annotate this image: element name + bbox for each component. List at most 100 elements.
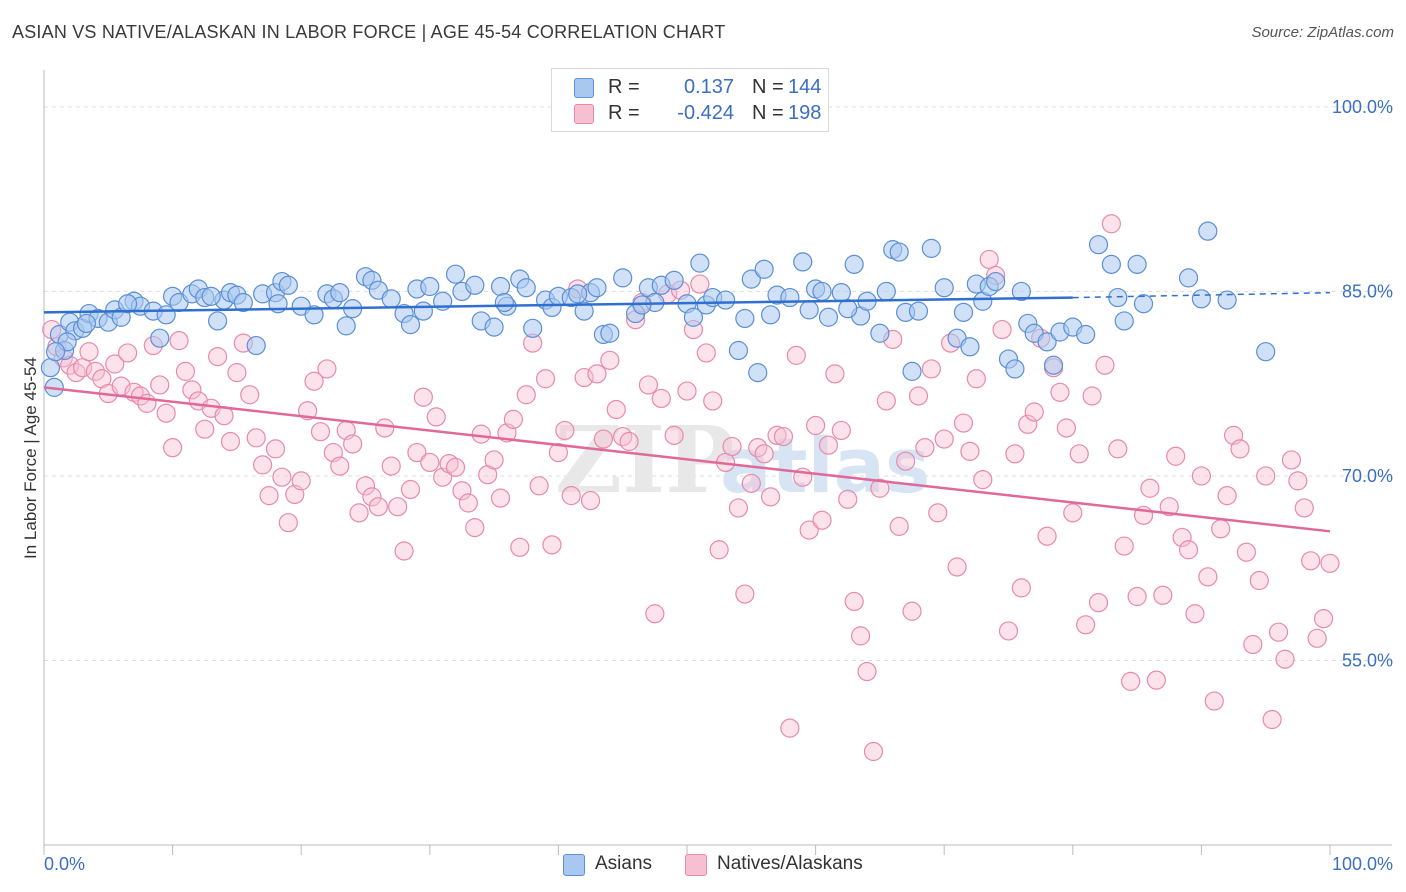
asian-point (420, 276, 440, 297)
native-point (79, 342, 99, 362)
native-point (246, 428, 266, 448)
native-point (574, 367, 594, 388)
native-point (484, 450, 504, 470)
native-point (1256, 466, 1276, 486)
native-point (1243, 634, 1263, 655)
native-point (1178, 540, 1199, 560)
native-point (760, 487, 781, 507)
native-point (1082, 386, 1102, 406)
native-point (735, 584, 755, 604)
native-point (317, 359, 337, 379)
native-point (529, 476, 549, 496)
native-point (1249, 570, 1269, 591)
native-point (838, 489, 858, 509)
source-credit: Source: ZipAtlas.com (1251, 24, 1394, 41)
y-tick-label: 85.0% (1342, 281, 1393, 301)
native-point (175, 361, 196, 381)
asian-point (1037, 332, 1057, 352)
native-swatch (574, 104, 594, 124)
asian-point (870, 323, 890, 343)
asian-point (381, 289, 401, 309)
native-point (908, 386, 929, 406)
native-point (619, 431, 639, 452)
asian-point (208, 311, 228, 331)
asian-point (902, 361, 922, 381)
native-point (253, 455, 273, 475)
r-value: 0.137 (683, 76, 734, 98)
native-point (889, 516, 909, 536)
asian-point (1088, 235, 1109, 255)
native-point (1172, 527, 1192, 548)
native-point (979, 249, 999, 270)
native-point (799, 520, 819, 540)
asian-point (304, 305, 324, 325)
asian-point (876, 281, 896, 302)
asian-point (1011, 281, 1031, 302)
native-point (915, 438, 935, 458)
native-point (786, 345, 806, 365)
asian-swatch (574, 78, 594, 98)
native-point (1140, 478, 1160, 498)
asian-point (838, 299, 858, 319)
native-point (208, 347, 228, 367)
native-point (1153, 585, 1173, 605)
y-tick-label: 55.0% (1342, 650, 1393, 670)
native-point (1011, 578, 1031, 598)
native-point (1037, 526, 1057, 546)
native-point (690, 274, 710, 294)
native-point (1127, 586, 1147, 607)
y-tick-label: 70.0% (1342, 466, 1393, 486)
native-point (722, 436, 742, 457)
native-point (921, 359, 941, 379)
native-point (1191, 466, 1212, 486)
native-point (1230, 439, 1250, 459)
asian-point (494, 292, 514, 313)
watermark-atlas: atlas (720, 421, 930, 510)
asian-point (330, 283, 350, 303)
native-point (613, 426, 633, 447)
native-point (1166, 446, 1186, 466)
native-point (754, 444, 774, 464)
asian-trend-line (43, 296, 1073, 314)
asian-point (728, 340, 749, 361)
native-point (863, 741, 884, 762)
n-label: N = (752, 102, 784, 124)
native-point (1146, 670, 1166, 690)
n-value: 144 (788, 76, 822, 98)
native-point (812, 510, 832, 530)
native-point (1217, 486, 1237, 506)
native-point (542, 535, 562, 555)
native-point (1281, 450, 1302, 470)
grid-lines (44, 106, 1392, 661)
native-point (220, 431, 241, 452)
asian-point (45, 342, 66, 362)
native-point (773, 426, 794, 447)
native-point (1095, 355, 1115, 375)
asian-point (568, 284, 588, 304)
asian-point (908, 301, 929, 321)
asian-point (400, 315, 421, 335)
native-point (651, 388, 671, 409)
n-label: N = (752, 76, 784, 98)
native-point (445, 457, 466, 477)
native-point (420, 452, 440, 473)
native-point (388, 497, 408, 517)
asian-point (574, 301, 594, 321)
native-point (1101, 214, 1121, 234)
native-point (696, 343, 716, 363)
native-point (587, 364, 607, 384)
native-point (580, 490, 601, 511)
asian-point (1133, 294, 1154, 314)
legend-label-natives: Natives/Alaskans (717, 853, 863, 874)
native-point (1018, 414, 1038, 434)
asian-point (587, 278, 607, 298)
native-point (992, 319, 1012, 340)
native-point (1088, 593, 1109, 613)
native-point (857, 661, 877, 682)
asian-point (76, 313, 97, 334)
asian-point (780, 287, 800, 308)
asian-point (278, 275, 298, 295)
asian-point (748, 363, 768, 383)
native-point (561, 486, 581, 506)
asian-point (1005, 359, 1025, 379)
